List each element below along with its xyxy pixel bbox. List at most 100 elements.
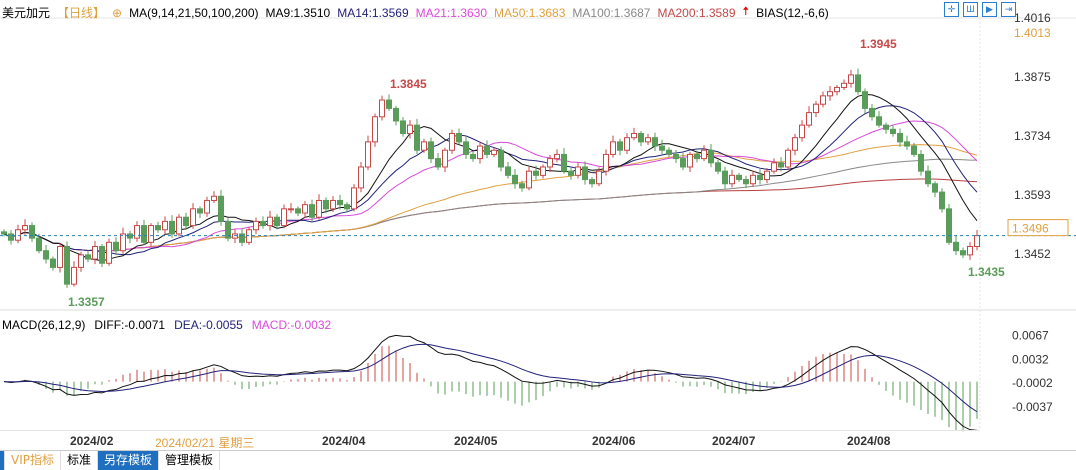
candle-body bbox=[554, 153, 560, 160]
tab-vip-indicators[interactable]: VIP指标 bbox=[5, 451, 61, 470]
ma9-line bbox=[3, 93, 978, 262]
ma100-value: MA100:1.3687 bbox=[572, 5, 651, 20]
tab-manage-template[interactable]: 管理模板 bbox=[159, 451, 221, 470]
diff-line bbox=[3, 334, 978, 431]
candle-body bbox=[162, 220, 168, 231]
candle-body bbox=[862, 91, 868, 109]
candle-body bbox=[932, 183, 938, 193]
candle-body bbox=[974, 235, 980, 248]
ma200-value: MA200:1.3589 bbox=[657, 5, 736, 20]
candle-body bbox=[183, 216, 189, 227]
candle-body bbox=[176, 216, 182, 235]
high-label: 1.3945 bbox=[860, 37, 897, 51]
candle-body bbox=[71, 266, 77, 285]
candle-body bbox=[897, 133, 903, 143]
candle-body bbox=[708, 149, 714, 164]
ma50-value: MA50:1.3683 bbox=[494, 5, 566, 20]
candle-body bbox=[351, 187, 357, 210]
candle-body bbox=[106, 241, 112, 264]
tab-standard[interactable]: 标准 bbox=[61, 451, 99, 470]
candle-body bbox=[666, 149, 672, 155]
candle-body bbox=[155, 225, 161, 231]
zoom-icon[interactable]: Ш bbox=[963, 2, 978, 17]
macd-legend: MACD(26,12,9) DIFF:-0.0071 DEA:-0.0055 M… bbox=[2, 318, 331, 332]
candle-body bbox=[925, 170, 931, 185]
candle-body bbox=[36, 237, 42, 252]
candle-body bbox=[743, 179, 749, 185]
candle-body bbox=[869, 107, 875, 118]
ma14-line bbox=[3, 105, 978, 256]
candle-body bbox=[22, 225, 28, 231]
candle-body bbox=[99, 246, 105, 264]
low2-label: 1.3435 bbox=[968, 265, 1005, 279]
date-tick: 2024/02 bbox=[70, 434, 114, 448]
bias-indicator-label[interactable]: BIAS(12,-6,6) bbox=[756, 5, 829, 20]
candle-body bbox=[834, 86, 840, 93]
candle-body bbox=[470, 153, 476, 160]
candle-body bbox=[197, 208, 203, 214]
candle-body bbox=[239, 233, 245, 243]
candle-body bbox=[43, 250, 49, 260]
candle-body bbox=[169, 220, 175, 235]
price-tick: 1.3734 bbox=[1014, 129, 1051, 143]
candle-body bbox=[799, 124, 805, 139]
settings-icon[interactable]: ⊕ bbox=[112, 5, 123, 20]
candle-body bbox=[694, 153, 700, 160]
diff-value: DIFF:-0.0071 bbox=[94, 318, 166, 332]
ma21-value: MA21:1.3630 bbox=[415, 5, 488, 20]
candle-body bbox=[337, 199, 343, 206]
candle-body bbox=[421, 141, 427, 151]
candle-body bbox=[512, 174, 518, 185]
candle-body bbox=[302, 204, 308, 214]
candle-body bbox=[456, 133, 462, 143]
candle-body bbox=[645, 137, 651, 143]
candle-body bbox=[78, 254, 84, 268]
dea-line bbox=[3, 343, 978, 413]
candle-body bbox=[407, 124, 413, 135]
candle-body bbox=[225, 220, 231, 239]
crosshair-icon[interactable]: ✛ bbox=[944, 2, 959, 17]
forward-icon[interactable]: ⇥ bbox=[1001, 2, 1016, 17]
symbol-name: 美元加元 bbox=[2, 6, 51, 20]
candle-body bbox=[190, 208, 196, 227]
candle-body bbox=[771, 162, 777, 172]
candle-body bbox=[638, 133, 644, 143]
candle-body bbox=[218, 195, 224, 222]
ma-indicator-label[interactable]: MA(9,14,21,50,100,200) bbox=[129, 5, 259, 20]
tab-save-template[interactable]: 另存模板 bbox=[98, 451, 160, 470]
candle-body bbox=[596, 170, 602, 185]
candle-body bbox=[414, 124, 420, 151]
price-tick: 1.3452 bbox=[1014, 247, 1051, 261]
candle-body bbox=[848, 74, 854, 84]
candle-body bbox=[540, 166, 546, 176]
candle-body bbox=[736, 174, 742, 181]
candle-body bbox=[624, 137, 630, 151]
play-icon[interactable]: ▶ bbox=[982, 2, 997, 17]
ma9-value: MA9:1.3510 bbox=[265, 5, 331, 20]
candle-body bbox=[428, 141, 434, 160]
candle-body bbox=[610, 141, 616, 155]
period-selector[interactable]: 【日线】 bbox=[57, 6, 106, 20]
candle-body bbox=[911, 145, 917, 155]
candle-body bbox=[855, 74, 861, 93]
candle-body bbox=[8, 233, 14, 241]
candle-body bbox=[778, 162, 784, 168]
candle-body bbox=[442, 149, 448, 168]
candle-body bbox=[295, 208, 301, 214]
candle-body bbox=[701, 149, 707, 160]
candle-body bbox=[505, 166, 511, 176]
candle-body bbox=[498, 149, 504, 168]
candle-body bbox=[659, 145, 665, 151]
candle-body bbox=[806, 112, 812, 126]
candle-body bbox=[820, 95, 826, 105]
candle-body bbox=[953, 241, 959, 252]
arrow-up-icon[interactable]: 🠅 bbox=[742, 4, 750, 18]
candle-body bbox=[526, 170, 532, 189]
candle-body bbox=[372, 116, 378, 143]
cursor-date: 2024/02/21 星期三 bbox=[155, 436, 255, 450]
macd-label[interactable]: MACD(26,12,9) bbox=[2, 318, 86, 332]
candle-body bbox=[652, 137, 658, 147]
candle-body bbox=[267, 216, 273, 227]
price-legend: 美元加元 【日线】 ⊕ MA(9,14,21,50,100,200) MA9:1… bbox=[2, 2, 829, 23]
